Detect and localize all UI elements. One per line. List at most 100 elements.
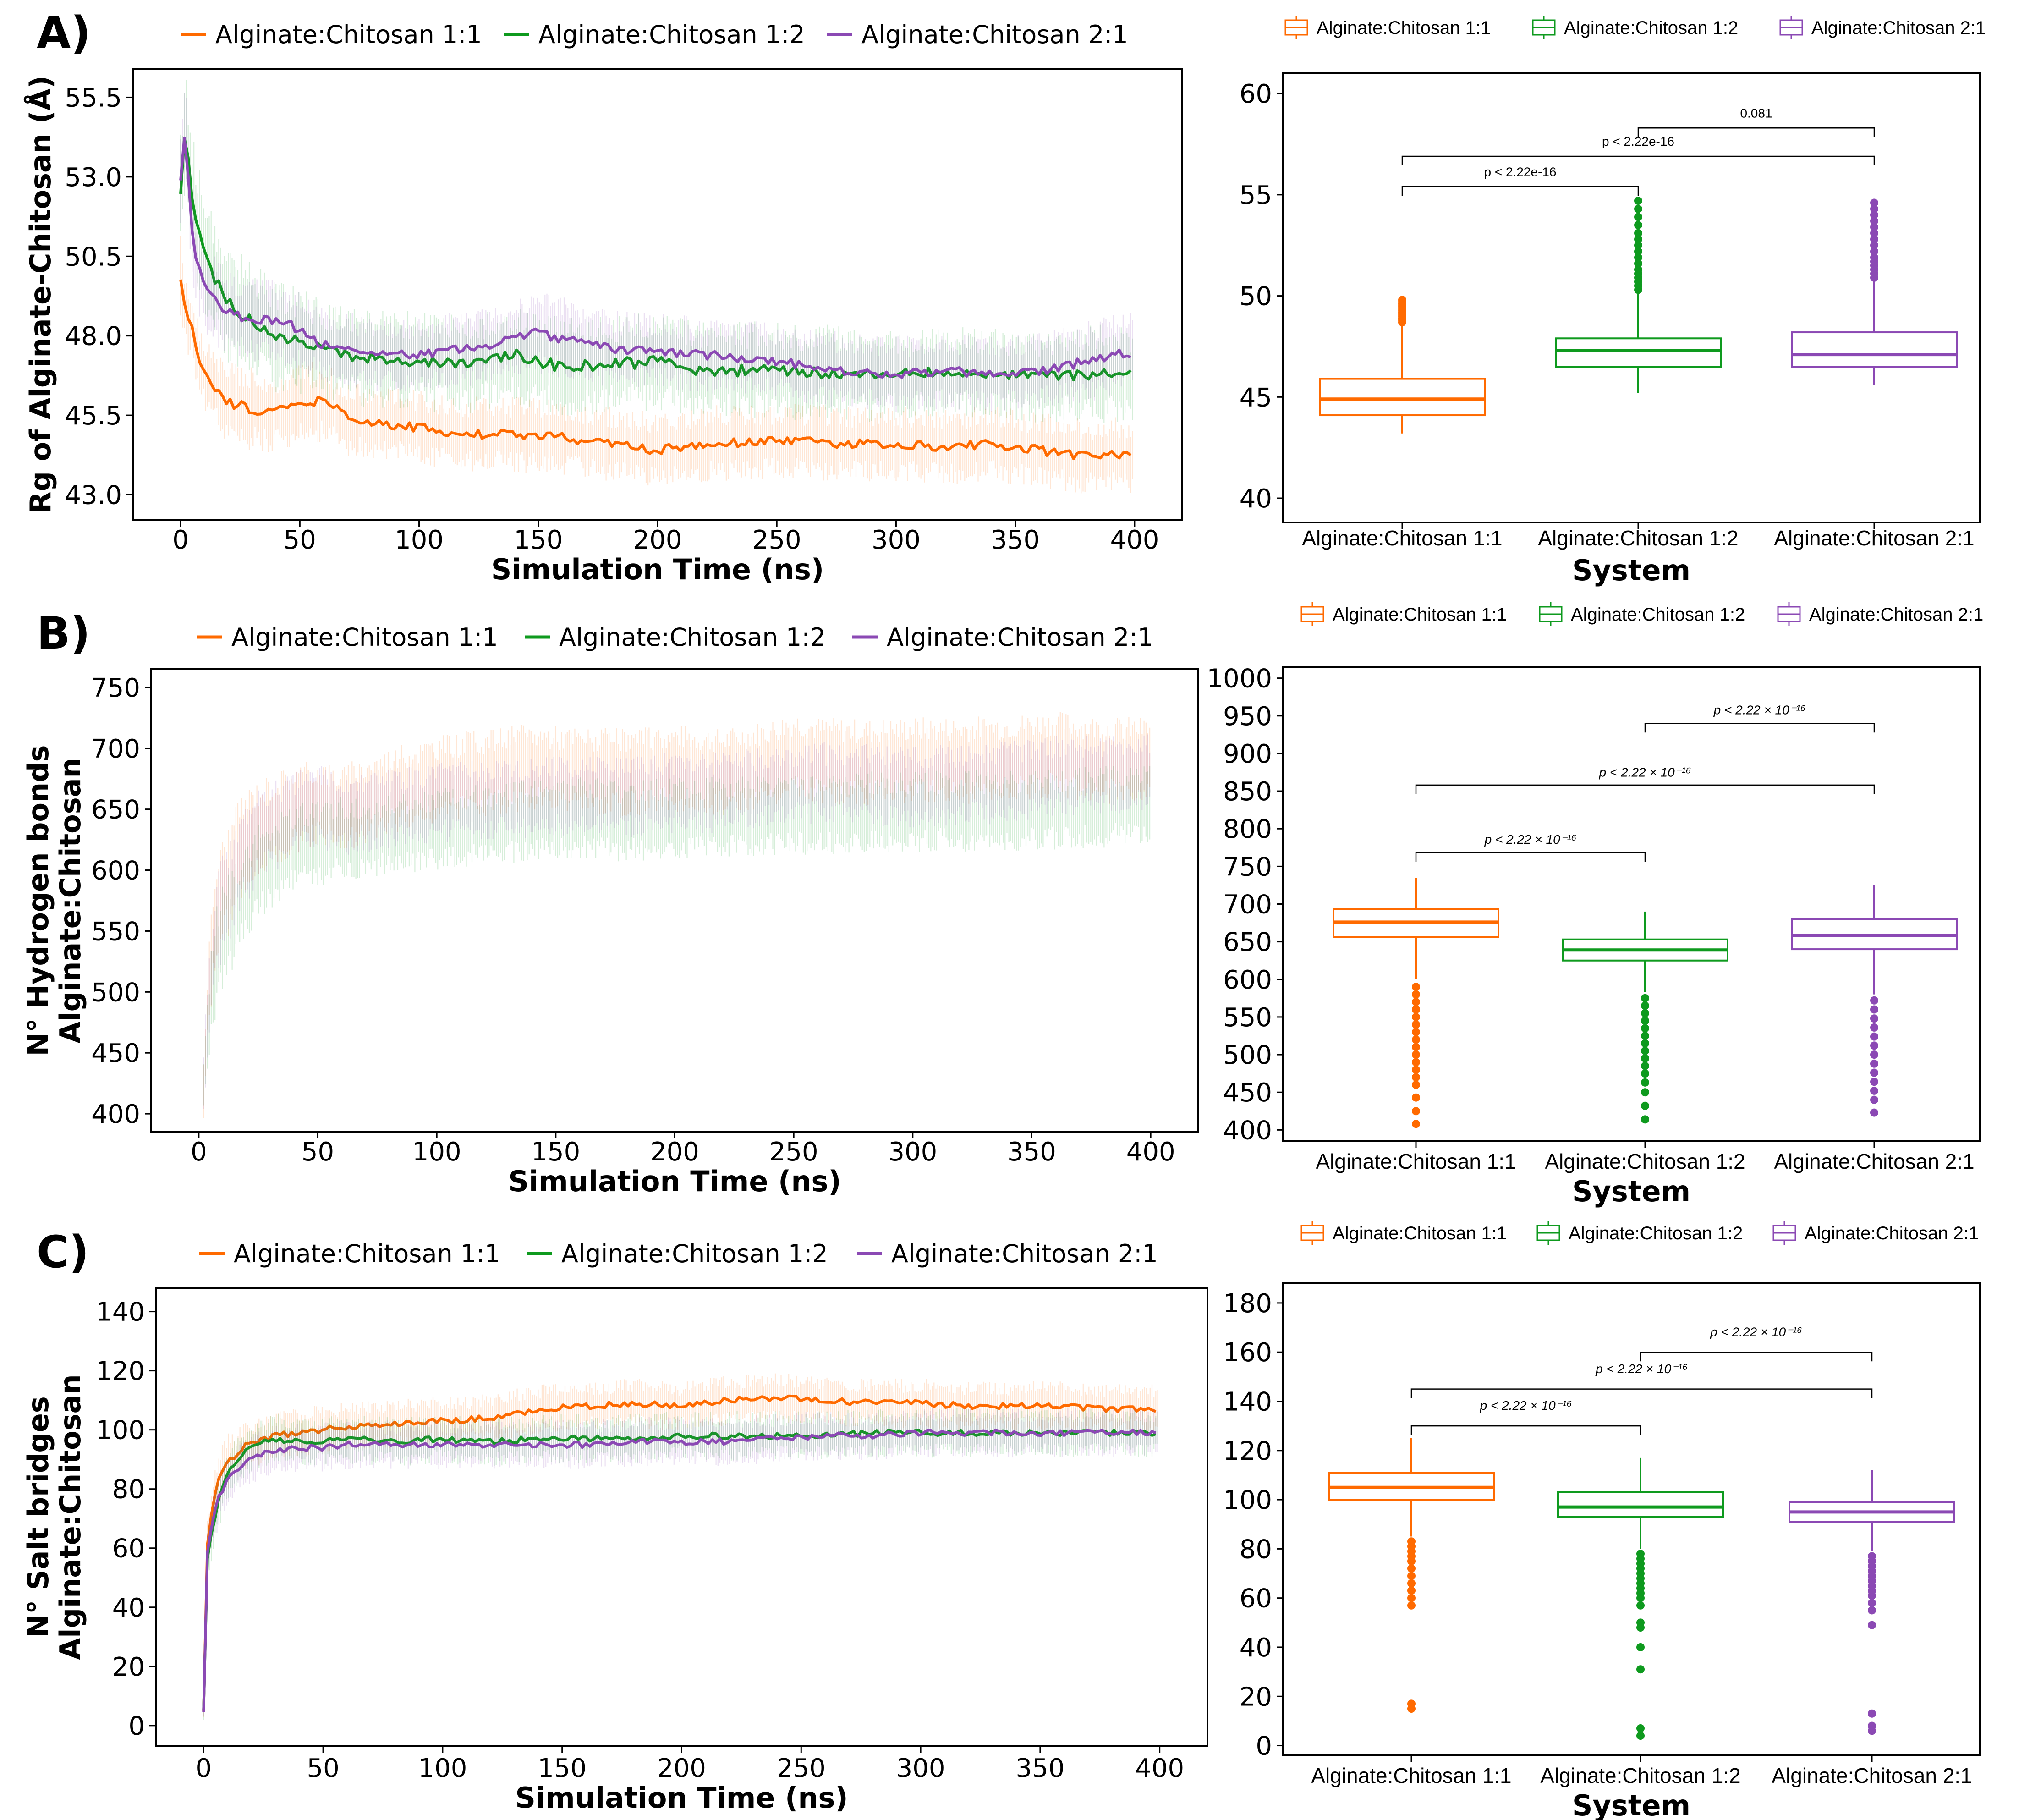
box-outlier [1412,1058,1420,1067]
box-outlier [1412,1020,1420,1029]
box-outlier [1398,296,1406,304]
box-outlier [1412,1043,1420,1051]
box-outlier [1634,241,1642,250]
box-outlier [1641,1017,1649,1025]
y-tick-label: 20 [1240,1682,1272,1712]
y-tick-label: 53.0 [65,163,122,192]
box-outlier [1412,1050,1420,1059]
x-tick-label: 200 [650,1137,699,1167]
significance-bracket [1401,186,1639,196]
significance-bracket [1401,155,1875,165]
box-outlier [1870,1086,1878,1095]
x-tick-label: 250 [752,525,801,555]
box-outlier [1870,1014,1878,1023]
y-tick-label: 100 [1223,1485,1272,1515]
x-tick-label: 350 [1007,1137,1056,1167]
box-outlier [1634,197,1642,205]
box-outlier [1634,229,1642,237]
x-tick-label: 150 [531,1137,580,1167]
box-outlier [1634,204,1642,213]
x-tick-label: 0 [172,525,189,555]
x-tick-label: 200 [657,1754,706,1783]
plot-frame [155,1287,1208,1747]
box-outlier [1641,1069,1649,1078]
legend-label: Alginate:Chitosan 1:1 [234,1239,500,1268]
box-outlier [1870,1108,1878,1117]
plot-frame [150,668,1199,1133]
box-outlier [1868,1606,1876,1615]
box-outlier [1641,1054,1649,1063]
y-axis-label: Alginate:Chitosan [54,1374,87,1660]
y-tick-label: 650 [91,795,140,825]
significance-label: p < 2.22 × 10⁻¹⁶ [1595,1362,1688,1376]
y-tick-label: 100 [96,1416,145,1446]
panel-label: A) [37,7,91,59]
x-tick-label: 50 [307,1754,339,1783]
legend: Alginate:Chitosan 1:1 Alginate:Chitosan 1… [1300,1221,1979,1245]
box-outlier [1641,1078,1649,1087]
y-tick-label: 750 [1223,852,1272,882]
box-outlier [1870,996,1878,1005]
box-outlier [1870,1032,1878,1041]
category-label: Alginate:Chitosan 2:1 [1774,526,1974,550]
box-outlier [1634,265,1642,274]
x-axis-label: Simulation Time (ns) [515,1781,848,1815]
x-tick-label: 150 [538,1754,587,1783]
box-body [1557,1491,1724,1518]
box-outlier [1870,1095,1878,1104]
x-tick-label: 0 [191,1137,207,1167]
box-outlier [1641,1001,1649,1010]
y-tick-label: 140 [96,1298,145,1327]
box-outlier [1868,1727,1876,1735]
y-tick-label: 50 [1240,282,1272,312]
box-outlier [1641,1115,1649,1124]
y-tick-label: 500 [91,978,140,1007]
category-label: Alginate:Chitosan 2:1 [1772,1764,1972,1787]
x-tick-label: 0 [195,1754,212,1783]
y-tick-label: 700 [91,734,140,764]
x-tick-label: 50 [284,525,316,555]
y-tick-label: 20 [112,1652,145,1682]
y-tick-label: 900 [1223,739,1272,769]
box-outlier [1641,1024,1649,1033]
significance-label: p < 2.22 × 10⁻¹⁶ [1484,832,1577,847]
significance-bracket [1637,127,1875,137]
legend-label: Alginate:Chitosan 1:1 [1317,18,1491,38]
legend-label: Alginate:Chitosan 1:2 [1564,18,1738,38]
box-outlier [1412,1120,1420,1128]
chart-B-box: p < 2.22 × 10⁻¹⁶ p < 2.22 × 10⁻¹⁶ p < 2.22… [1207,664,1981,1208]
y-tick-label: 120 [1223,1436,1272,1466]
significance-label: p < 2.22 × 10⁻¹⁶ [1710,1325,1802,1339]
box-outlier [1407,1586,1416,1595]
chart-C-line: C) 0 50 100 150 200 250 300 350 400 0 20 40 60 80 100 12… [22,1226,1208,1815]
box-outlier [1641,1088,1649,1097]
x-tick-label: 100 [395,525,444,555]
x-tick-label: 300 [896,1754,945,1783]
y-tick-label: 43.0 [65,481,122,511]
x-axis-label: Simulation Time (ns) [508,1165,841,1198]
box-outlier [1868,1709,1876,1718]
box-outlier [1412,998,1420,1006]
significance-label: 0.081 [1740,106,1772,120]
box-outlier [1412,990,1420,999]
legend-label: Alginate:Chitosan 1:1 [215,20,482,49]
y-tick-label: 0 [128,1711,145,1741]
y-tick-label: 750 [91,673,140,703]
panel-label: C) [37,1226,89,1278]
plot-frame [1282,666,1981,1142]
category-label: Alginate:Chitosan 1:2 [1540,1764,1740,1787]
category-label: Alginate:Chitosan 2:1 [1774,1149,1974,1173]
box-outlier [1412,1073,1420,1082]
x-tick-label: 400 [1110,525,1159,555]
legend-label: Alginate:Chitosan 1:2 [559,623,826,652]
legend-label: Alginate:Chitosan 2:1 [1809,605,1983,625]
box-outlier [1641,1032,1649,1040]
y-tick-label: 400 [1223,1116,1272,1145]
box-outlier [1636,1594,1645,1602]
box-outlier [1870,247,1878,256]
box-outlier [1412,1028,1420,1036]
series-band [203,712,1151,1118]
box-outlier [1407,1579,1416,1588]
series-line [179,137,1131,379]
category-label: Alginate:Chitosan 1:1 [1302,526,1502,550]
